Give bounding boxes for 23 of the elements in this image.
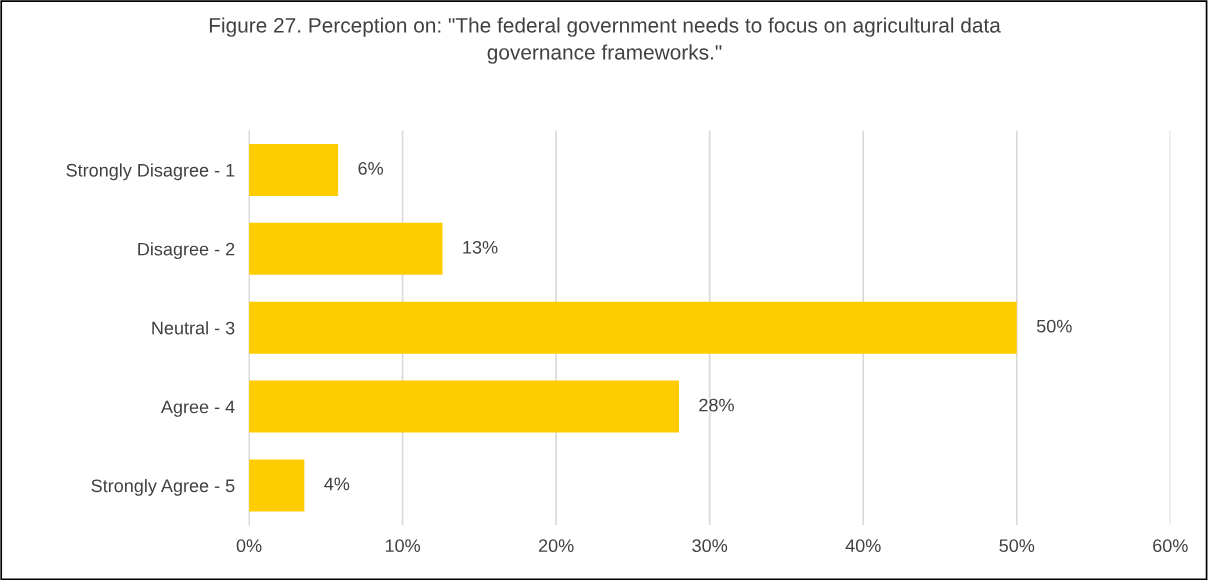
x-tick-label: 50% xyxy=(999,539,1035,553)
data-label: 4% xyxy=(324,477,350,491)
bar xyxy=(249,380,679,433)
x-tick-label: 10% xyxy=(385,539,421,553)
bar xyxy=(249,301,1017,354)
bar xyxy=(249,222,443,275)
data-label: 28% xyxy=(699,398,734,412)
bar xyxy=(249,459,305,512)
y-tick-label: Strongly Disagree - 1 xyxy=(66,163,235,181)
data-label: 50% xyxy=(1036,319,1072,333)
bar xyxy=(249,143,339,196)
y-tick-label: Disagree - 2 xyxy=(138,242,235,260)
data-label: 6% xyxy=(358,162,384,175)
x-tick-label: 0% xyxy=(236,539,262,553)
data-label: 13% xyxy=(463,240,498,254)
x-tick-label: 20% xyxy=(538,539,574,553)
y-tick-label: Agree - 4 xyxy=(160,400,235,417)
chart-title: Figure 27. Perception on: "The federal government needs to focus on agricultural data governance frameworks." xyxy=(209,17,1001,64)
x-tick-label: 30% xyxy=(692,539,728,553)
y-tick-label: Neutral - 3 xyxy=(152,321,235,335)
x-tick-label: 60% xyxy=(1153,539,1188,553)
x-tick-label: 40% xyxy=(845,539,881,553)
y-tick-label: Strongly Agree - 5 xyxy=(91,478,235,496)
